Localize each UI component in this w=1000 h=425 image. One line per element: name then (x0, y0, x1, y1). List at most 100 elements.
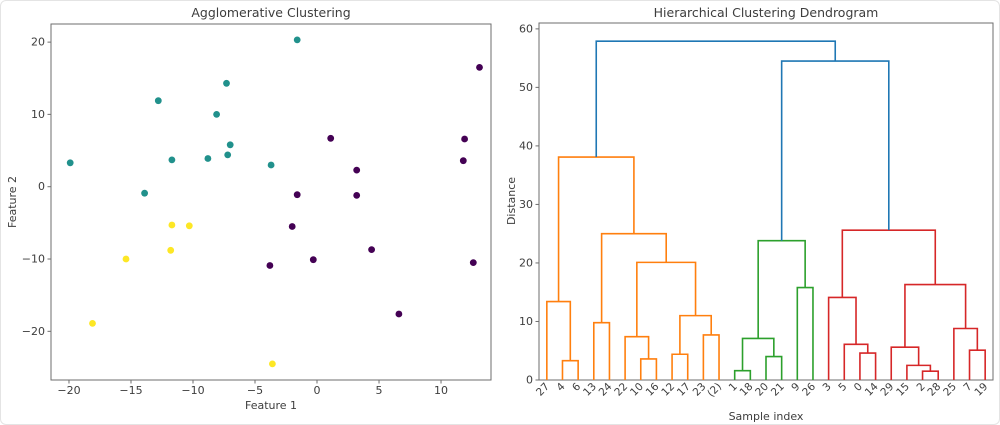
scatter-panel: Agglomerative Clustering Feature 1 Featu… (1, 1, 501, 424)
dendrogram-link (595, 40, 837, 158)
dendrogram-link (765, 355, 783, 380)
data-point-cluster-0 (353, 192, 361, 199)
dendrogram-link (953, 327, 979, 380)
x-tick-label: −15 (119, 384, 142, 397)
dendrogram-panel: Hierarchical Clustering Dendrogram Sampl… (501, 1, 999, 424)
data-point-cluster-0 (395, 310, 403, 318)
leaf-label: 15 (894, 381, 912, 399)
dendrogram-link (827, 296, 857, 380)
data-point-cluster-0 (288, 223, 296, 230)
dendrogram-link (843, 343, 869, 380)
x-tick-label: −10 (181, 384, 204, 397)
leaf-label: 4 (554, 380, 567, 393)
leaf-label: 27 (534, 381, 552, 399)
data-point-cluster-0 (368, 246, 375, 254)
data-point-cluster-1 (154, 97, 162, 105)
data-point-cluster-0 (353, 166, 361, 174)
leaf-label: 0 (852, 381, 865, 394)
x-tick-label: −20 (57, 384, 80, 397)
dendrogram-link (796, 286, 814, 380)
dendrogram-link (546, 300, 572, 380)
y-tick-label: −10 (22, 253, 45, 266)
data-point-cluster-2 (168, 221, 176, 229)
scatter-title: Agglomerative Clustering (191, 5, 350, 20)
leaf-label: 9 (789, 381, 802, 394)
scatter-ylabel: Feature 2 (6, 176, 19, 228)
data-point-cluster-1 (226, 141, 234, 149)
y-tick-label: 30 (519, 198, 533, 211)
data-point-cluster-2 (122, 255, 130, 263)
leaf-label: 25 (941, 381, 959, 399)
leaf-label: 21 (769, 381, 787, 399)
dendrogram-link (636, 261, 697, 337)
scatter-chart: Agglomerative Clustering Feature 1 Featu… (6, 5, 492, 412)
leaf-label: 1 (727, 381, 740, 394)
x-tick-label: 5 (376, 384, 383, 397)
dendrogram-link (921, 370, 940, 380)
dendrogram-link (968, 349, 986, 380)
y-tick-label: 10 (31, 108, 45, 121)
data-point-cluster-1 (141, 189, 149, 197)
y-tick-label: 20 (31, 36, 45, 49)
y-tick-label: 10 (519, 315, 533, 328)
data-point-cluster-1 (204, 155, 212, 162)
y-tick-label: 60 (519, 22, 533, 35)
data-point-cluster-2 (185, 222, 193, 230)
dendrogram-link (702, 334, 720, 380)
x-tick-label: 0 (314, 384, 321, 397)
data-point-cluster-0 (327, 134, 335, 142)
data-point-cluster-1 (267, 161, 275, 169)
leaf-label: 26 (800, 380, 818, 398)
dendrogram-link (639, 358, 658, 380)
leaf-label: 3 (821, 381, 834, 394)
data-point-cluster-1 (223, 79, 230, 87)
data-point-cluster-0 (461, 135, 468, 143)
y-tick-label: 40 (519, 139, 533, 152)
dendrogram-link (741, 337, 775, 371)
data-point-cluster-1 (213, 111, 221, 118)
scatter-plot-area: −20 −15 −10 −5 0 5 10 −20 −10 0 10 20 (22, 23, 492, 397)
dendrogram-link (904, 283, 967, 348)
dendrogram-link (733, 369, 752, 380)
dendrogram-axes-frame (538, 22, 994, 381)
x-tick-label: −5 (247, 384, 263, 397)
data-point-cluster-1 (66, 159, 74, 167)
leaf-label: 7 (961, 381, 974, 394)
data-point-cluster-1 (224, 151, 232, 159)
y-tick-label: 20 (519, 256, 533, 269)
dendrogram-link (780, 60, 890, 241)
y-tick-label: −20 (22, 325, 45, 338)
x-tick-label: 10 (434, 384, 448, 397)
y-tick-label: 0 (526, 374, 533, 387)
data-point-cluster-0 (459, 157, 467, 165)
data-point-cluster-0 (266, 262, 274, 269)
dendrogram-chart: Hierarchical Clustering Dendrogram Sampl… (505, 5, 994, 423)
dendrogram-link (671, 353, 689, 380)
scatter-axes-frame (50, 23, 492, 381)
leaf-label: (2) (705, 381, 724, 400)
dendrogram-link (561, 359, 579, 380)
dendrogram-link (859, 352, 877, 380)
scatter-xlabel: Feature 1 (245, 399, 297, 412)
data-point-cluster-0 (309, 256, 317, 264)
y-tick-label: 50 (519, 81, 533, 94)
data-point-cluster-2 (269, 360, 276, 368)
leaf-label: 2 (915, 381, 928, 394)
dendrogram-link (600, 232, 667, 323)
leaf-label: 19 (972, 381, 990, 399)
data-point-cluster-2 (167, 246, 175, 254)
data-point-cluster-0 (469, 259, 477, 266)
dendrogram-link (592, 321, 611, 380)
data-point-cluster-1 (168, 156, 176, 164)
data-point-cluster-0 (476, 64, 483, 71)
dendrogram-xlabel: Sample index (729, 410, 804, 423)
leaf-label: 5 (836, 381, 849, 394)
data-point-cluster-1 (293, 36, 301, 44)
dendrogram-link (557, 156, 635, 302)
dendrogram-ylabel: Distance (505, 177, 518, 225)
dendrogram-link (841, 229, 937, 298)
dendrogram-link (890, 346, 920, 380)
y-tick-label: 0 (38, 180, 45, 193)
